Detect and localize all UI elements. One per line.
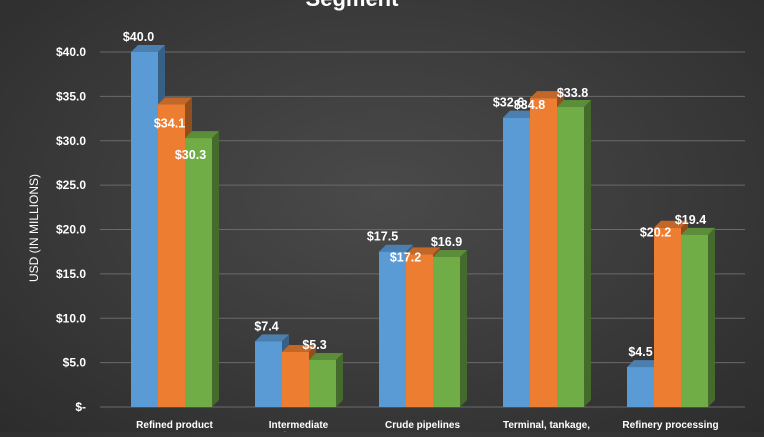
bar-top: [406, 247, 440, 255]
data-label: $4.5: [628, 345, 652, 359]
bar: [654, 227, 681, 407]
bar-top: [530, 91, 564, 99]
bar-top: [557, 100, 591, 108]
y-tick-label: $5.0: [63, 356, 87, 370]
bar-side: [584, 100, 591, 408]
data-label: $16.9: [431, 235, 462, 249]
bar: [255, 341, 282, 407]
bar: [433, 257, 460, 407]
bar-top: [255, 334, 289, 342]
y-axis-label: USD (IN MILLIONS): [27, 174, 41, 282]
tick-layer: $- $5.0 $10.0 $15.0 $20.0 $25.0 $30.0 $35.0 $40.…: [56, 45, 86, 414]
bar: [131, 52, 158, 407]
data-label: $19.4: [675, 213, 706, 227]
bar-top: [158, 97, 192, 105]
bar: [681, 234, 708, 407]
data-label-layer: $40.0$34.1$30.3$7.4$6.2$5.3$17.5$17.2$16…: [123, 30, 706, 437]
y-tick-label: $25.0: [56, 178, 86, 192]
bar: [309, 359, 336, 407]
y-tick-label: $40.0: [56, 45, 86, 59]
x-tick-label: Terminal, tankage,: [503, 420, 590, 431]
data-label: $30.3: [175, 148, 206, 162]
data-label: $20.2: [640, 226, 671, 240]
bar: [282, 351, 309, 407]
x-tick-label: Crude pipelines: [385, 420, 460, 431]
bar: [627, 367, 654, 407]
bar-top: [627, 360, 661, 368]
y-tick-label: $15.0: [56, 267, 86, 281]
y-tick-label: $30.0: [56, 134, 86, 148]
data-label: $40.0: [123, 30, 154, 44]
data-label: $34.1: [154, 116, 185, 130]
bar-side: [460, 250, 467, 407]
bar-top: [185, 131, 219, 139]
y-tick-label: $20.0: [56, 223, 86, 237]
bar: [530, 98, 557, 408]
bar-side: [212, 131, 219, 407]
y-tick-label: $10.0: [56, 311, 86, 325]
chart-title: Segment: [306, 0, 400, 11]
bar: [379, 251, 406, 407]
bar: [185, 138, 212, 407]
data-label: $5.3: [302, 338, 326, 352]
data-label: $17.5: [367, 230, 398, 244]
data-label: $7.4: [254, 319, 278, 333]
bar: [406, 254, 433, 407]
data-label: $33.8: [557, 86, 588, 100]
bar-top: [379, 244, 413, 252]
bar-side: [708, 227, 715, 407]
data-label: $34.8: [514, 98, 545, 112]
bar: [158, 104, 185, 408]
x-tick-label: Refined product: [136, 420, 213, 431]
bar-top: [282, 344, 316, 352]
bar-top: [433, 250, 467, 258]
y-tick-label: $-: [75, 400, 86, 414]
bar-top: [681, 227, 715, 235]
x-tick-label: Refinery processing: [622, 420, 718, 431]
data-label: $17.2: [390, 250, 421, 264]
bar-top: [131, 45, 165, 52]
bar-side: [336, 352, 343, 407]
bar: [557, 107, 584, 408]
y-tick-label: $35.0: [56, 89, 86, 103]
bar-top: [503, 110, 537, 118]
data-label: $32.6: [493, 96, 524, 110]
category-label-layer: Refined product Intermediate Crude pipelin…: [136, 420, 718, 431]
bar-layer: [131, 45, 715, 408]
x-tick-label: Intermediate: [269, 420, 329, 431]
bar: [503, 117, 530, 408]
bar-top: [309, 352, 343, 360]
bar-top: [654, 220, 688, 228]
